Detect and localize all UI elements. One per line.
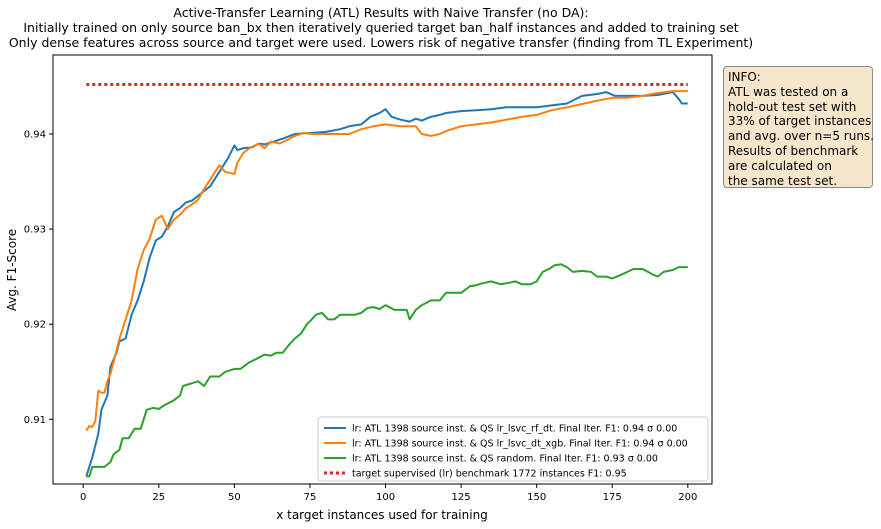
info-line: ATL was tested on a [728,84,849,99]
x-tick-label: 100 [376,492,395,503]
x-tick-label: 150 [527,492,546,503]
info-line: Results of benchmark [728,143,859,158]
x-tick-label: 0 [80,492,86,503]
legend-label: target supervised (lr) benchmark 1772 in… [352,469,627,480]
y-tick-label: 0.92 [24,320,46,331]
legend-box [317,416,709,482]
chart-title: Active-Transfer Learning (ATL) Results w… [9,5,753,50]
info-line: 33% of target instances [728,114,872,129]
chart-title-line: Only dense features across source and ta… [9,35,753,50]
x-tick-label: 50 [228,492,241,503]
legend-label: lr: ATL 1398 source inst. & QS lr_lsvc_r… [352,424,677,435]
series-line-2 [85,90,688,432]
y-axis: 0.91 0.92 0.93 0.94 [24,129,53,426]
x-tick-label: 125 [452,492,471,503]
x-tick-label: 25 [152,492,165,503]
series-line-3 [86,263,688,478]
info-box: INFO: ATL was tested on a hold-out test … [723,66,874,188]
x-axis: 0 25 50 75 100 125 150 175 200 [80,484,697,503]
chart-title-line: Active-Transfer Learning (ATL) Results w… [173,5,588,20]
plot-frame [52,54,713,485]
info-line: and avg. over n=5 runs. [728,129,874,144]
y-tick-label: 0.93 [24,225,46,236]
y-axis-label: Avg. F1-Score [5,229,19,311]
legend-label: lr: ATL 1398 source inst. & QS random. F… [352,454,658,465]
info-line: hold-out test set with [728,99,857,114]
chart-title-line: Initially trained on only source ban_bx … [23,20,738,35]
info-line: the same test set. [728,173,838,188]
x-tick-label: 175 [603,492,622,503]
x-tick-label: 75 [304,492,317,503]
y-tick-label: 0.94 [24,129,46,140]
x-axis-label: x target instances used for training [276,508,488,522]
legend: lr: ATL 1398 source inst. & QS lr_lsvc_r… [317,416,709,482]
series-layer [85,83,688,478]
x-tick-label: 200 [678,492,697,503]
legend-label: lr: ATL 1398 source inst. & QS lr_lsvc_d… [352,439,688,450]
info-line: INFO: [728,70,761,84]
info-line: are calculated on [728,158,832,173]
y-tick-label: 0.91 [24,415,46,426]
